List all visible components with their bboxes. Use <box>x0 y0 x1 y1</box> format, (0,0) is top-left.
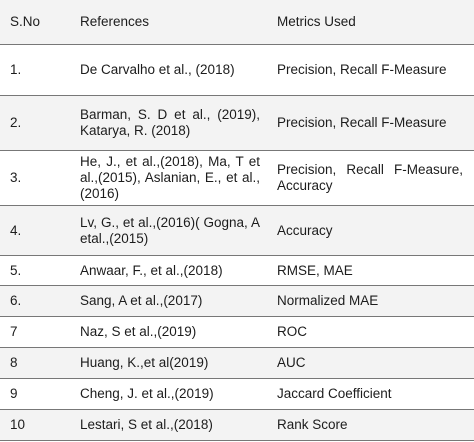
table-row: 9 Cheng, J. et al.,(2019) Jaccard Coeffi… <box>0 378 474 409</box>
row-references: Sang, A et al.,(2017) <box>80 293 203 308</box>
row-metrics: Jaccard Coefficient <box>277 386 392 401</box>
table-row: 6. Sang, A et al.,(2017) Normalized MAE <box>0 285 474 316</box>
row-metrics: Precision, Recall F-Measure <box>277 115 447 130</box>
row-metrics: Precision, Recall F-Measure, Accuracy <box>277 162 463 193</box>
row-metrics: ROC <box>277 324 307 339</box>
table-row: 7 Naz, S et al.,(2019) ROC <box>0 316 474 347</box>
row-references: Barman, S. D et al., (2019), Katarya, R.… <box>80 107 260 138</box>
table-bottom-border <box>0 440 474 441</box>
row-sno: 2. <box>10 115 22 130</box>
row-sno: 7 <box>10 324 18 339</box>
row-sno: 3. <box>10 170 22 185</box>
table-row: 10 Lestari, S et al.,(2018) Rank Score <box>0 409 474 440</box>
row-sno: 9 <box>10 386 18 401</box>
row-sno: 1. <box>10 62 22 77</box>
row-references: Naz, S et al.,(2019) <box>80 324 197 339</box>
row-references: Lv, G., et al.,(2016)( Gogna, A etal.,(2… <box>80 214 260 246</box>
row-metrics: AUC <box>277 355 306 370</box>
row-references: He, J., et al.,(2018), Ma, T et al.,(201… <box>80 154 260 201</box>
row-sno: 4. <box>10 222 22 238</box>
row-references: De Carvalho et al., (2018) <box>80 62 235 77</box>
header-sno: S.No <box>10 14 41 29</box>
header-metrics: Metrics Used <box>277 14 356 29</box>
table-row: 4. Lv, G., et al.,(2016)( Gogna, A etal.… <box>0 205 474 255</box>
row-sno: 6. <box>10 293 22 308</box>
row-references: Huang, K.,et al(2019) <box>80 355 209 370</box>
header-references: References <box>80 14 150 29</box>
table-row: 1. De Carvalho et al., (2018) Precision,… <box>0 44 474 95</box>
row-metrics: RMSE, MAE <box>277 262 353 278</box>
table-row: 5. Anwaar, F., et al.,(2018) RMSE, MAE <box>0 255 474 285</box>
row-sno: 10 <box>10 417 26 432</box>
table-row: 2. Barman, S. D et al., (2019), Katarya,… <box>0 95 474 150</box>
table-row: 3. He, J., et al.,(2018), Ma, T et al.,(… <box>0 150 474 205</box>
row-metrics: Precision, Recall F-Measure <box>277 62 447 77</box>
row-references: Lestari, S et al.,(2018) <box>80 417 213 432</box>
row-references: Cheng, J. et al.,(2019) <box>80 386 214 401</box>
row-metrics: Normalized MAE <box>277 293 379 308</box>
row-references: Anwaar, F., et al.,(2018) <box>80 262 223 278</box>
row-sno: 8 <box>10 355 18 370</box>
row-sno: 5. <box>10 262 22 278</box>
table-header-row: S.No References Metrics Used <box>0 0 474 44</box>
row-metrics: Accuracy <box>277 222 333 238</box>
row-metrics: Rank Score <box>277 417 348 432</box>
table-row: 8 Huang, K.,et al(2019) AUC <box>0 347 474 378</box>
